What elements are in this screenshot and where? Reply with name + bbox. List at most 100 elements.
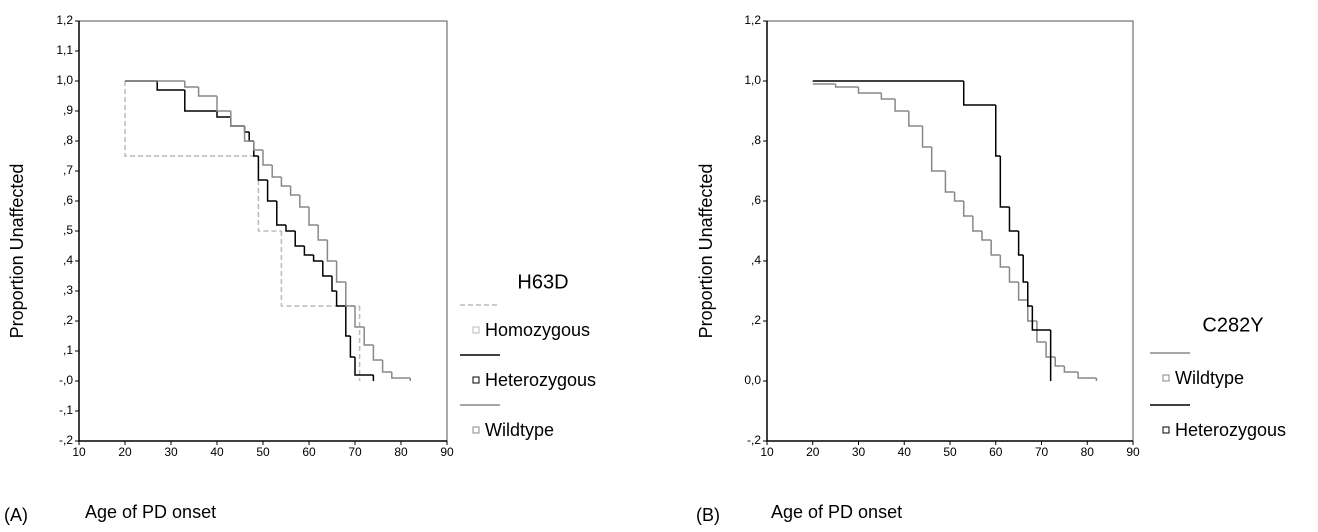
survival-step [216,111,231,118]
survival-step [280,177,291,187]
survival-step [999,156,1010,208]
survival-step [197,87,217,97]
survival-step [944,171,955,193]
survival-step [331,276,337,292]
survival-step [230,111,245,127]
survival-step [930,147,946,172]
survival-step [248,132,254,142]
survival-step [894,99,909,112]
y-tick-label: 1,1 [56,43,73,57]
legend-label: Wildtype [1175,368,1244,388]
y-tick-label: ,5 [63,223,73,237]
survival-step [276,201,286,226]
y-axis-label: Proportion Unaffected [7,164,27,339]
y-tick-label: ,8 [751,133,761,147]
survival-step [345,282,355,307]
survival-step [1036,321,1047,343]
y-tick-label: 1,2 [56,13,73,27]
survival-step [972,216,983,232]
survival-step [266,180,277,202]
survival-step [308,207,319,226]
survival-step [184,90,217,112]
legend-label: Heterozygous [485,370,596,390]
survival-step [257,156,282,232]
y-tick-label: ,1 [63,343,73,357]
survival-step [230,117,245,127]
survival-step [1008,267,1019,283]
y-tick-label: -,2 [59,433,73,447]
survival-step [372,345,383,361]
survival-step [354,306,365,328]
x-tick-label: 20 [118,445,132,459]
survival-step [184,81,199,88]
survival-step [335,261,346,283]
y-tick-label: 1,0 [744,73,761,87]
survival-step [294,231,305,247]
x-tick-label: 40 [898,445,912,459]
survival-step [299,195,309,208]
survival-step [349,336,355,358]
y-tick-label: -,0 [59,373,73,387]
survival-step [289,186,300,196]
survival-step [216,96,231,112]
x-tick-label: 80 [1081,445,1095,459]
x-tick-label: 50 [943,445,957,459]
y-tick-label: -,2 [747,433,761,447]
survival-step [317,225,328,241]
legend-title: H63D [517,271,568,293]
survival-step [1054,357,1065,367]
x-tick-label: 40 [210,445,224,459]
y-tick-label: ,6 [751,193,761,207]
y-tick-label: ,6 [63,193,73,207]
x-tick-label: 10 [72,445,86,459]
y-tick-label: ,3 [63,283,73,297]
survival-step [322,261,332,277]
survival-step [999,255,1010,268]
survival-step [363,327,374,346]
survival-step [1008,207,1019,232]
x-tick-label: 80 [394,445,408,459]
survival-step [262,150,273,166]
survival-step [962,81,996,106]
y-tick-label: 0,0 [744,373,761,387]
x-tick-label: 30 [164,445,178,459]
survival-step [1017,231,1024,256]
y-tick-label: ,8 [63,133,73,147]
survival-step [354,357,374,376]
survival-step [303,246,314,256]
legend-marker [472,426,480,434]
survival-step [1063,366,1079,373]
y-tick-label: ,4 [63,253,73,267]
survival-step [345,306,351,337]
x-tick-label: 70 [1035,445,1049,459]
survival-step [921,126,932,148]
x-tick-label: 90 [440,445,454,459]
survival-step [271,165,282,178]
survival-step [1045,342,1056,358]
y-tick-label: ,4 [751,253,761,267]
survival-step [1031,306,1051,331]
survival-step [981,231,992,241]
survival-step [253,141,263,151]
survival-step [335,291,346,307]
x-tick-label: 60 [989,445,1003,459]
y-axis-label: Proportion Unaffected [696,164,716,339]
survival-step [953,192,964,202]
survival-step [1027,282,1033,307]
x-tick-label: 50 [256,445,270,459]
x-tick-label: 70 [348,445,362,459]
panel-label: (B) [696,505,720,525]
legend-label: Heterozygous [1175,420,1286,440]
survival-step [257,156,268,181]
y-tick-label: 1,2 [744,13,761,27]
survival-step [326,240,337,262]
survival-step [156,81,185,91]
survival-step [312,255,323,262]
legend-marker [472,326,480,334]
survival-step [995,105,1001,157]
y-tick-label: ,2 [751,313,761,327]
survival-step [285,225,296,232]
survival-step [857,87,882,94]
survival-step [990,240,1001,256]
